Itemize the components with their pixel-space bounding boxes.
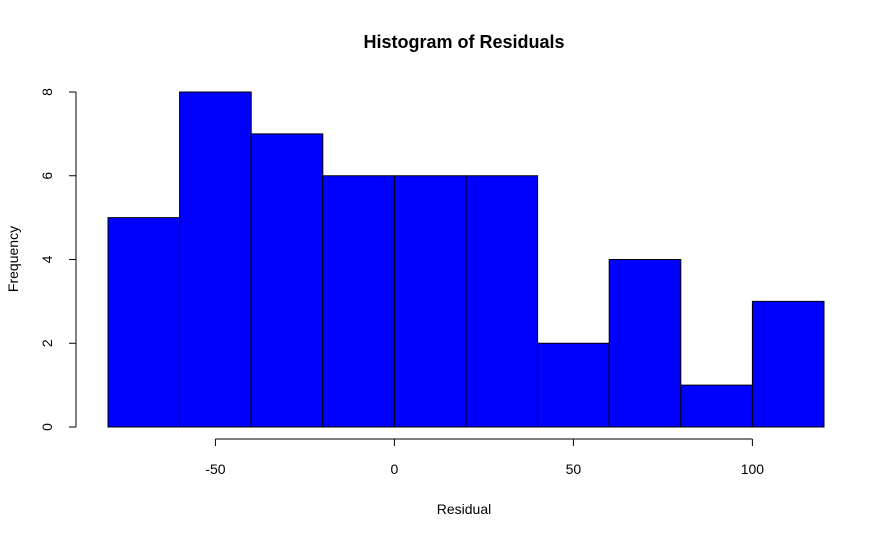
histogram-bar xyxy=(250,133,324,428)
histogram-bar xyxy=(608,259,682,428)
x-axis-label: Residual xyxy=(437,501,491,517)
y-axis-label: Frequency xyxy=(5,226,21,292)
y-tick-label: 0 xyxy=(39,423,55,431)
histogram-bar xyxy=(680,384,753,428)
y-tick-label: 4 xyxy=(39,255,55,263)
x-tick-label: 50 xyxy=(566,461,582,477)
x-tick-label: 0 xyxy=(391,461,399,477)
histogram-bar xyxy=(465,175,539,428)
histogram-bar xyxy=(179,91,252,428)
y-tick-label: 6 xyxy=(39,172,55,180)
chart-title: Histogram of Residuals xyxy=(363,32,564,52)
histogram-bar xyxy=(751,300,825,428)
y-tick-label: 8 xyxy=(39,88,55,96)
y-axis: 0 2 4 6 8 xyxy=(39,88,77,431)
bars-group xyxy=(107,91,825,428)
x-tick-label: 100 xyxy=(741,461,765,477)
x-axis: -50 0 50 100 xyxy=(205,438,765,477)
histogram-bar xyxy=(107,217,181,428)
histogram-bar xyxy=(537,342,610,428)
histogram-bar xyxy=(322,175,395,428)
y-tick-label: 2 xyxy=(39,339,55,347)
x-tick-label: -50 xyxy=(205,461,225,477)
histogram-bar xyxy=(393,175,467,428)
